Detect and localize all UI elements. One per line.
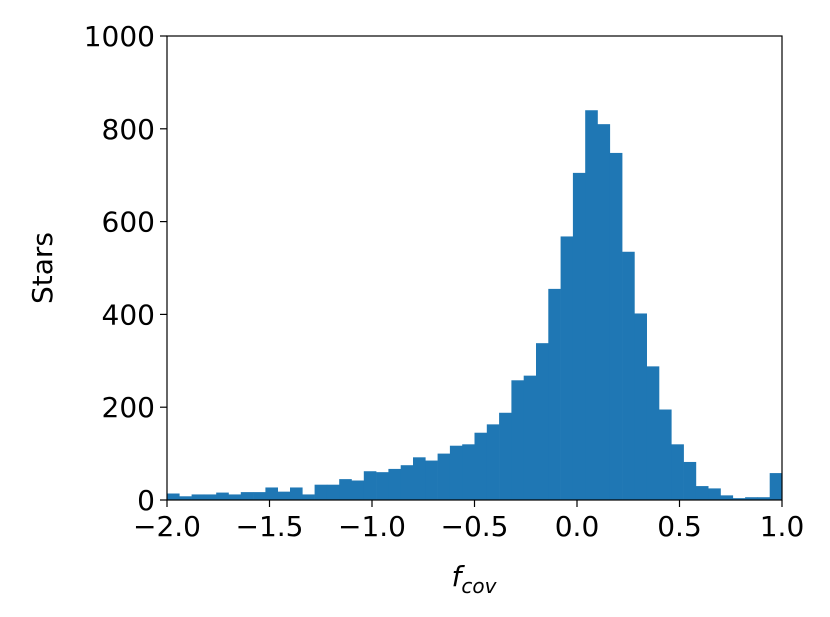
bar	[659, 409, 672, 500]
bar	[523, 375, 537, 500]
bar	[413, 457, 426, 500]
x-axis-label-sub: cov	[461, 574, 497, 598]
bar	[634, 313, 647, 500]
bar	[363, 471, 377, 500]
x-tick-label: −1.5	[236, 510, 304, 543]
bar	[167, 493, 180, 500]
bar	[326, 484, 340, 500]
bar	[683, 461, 697, 500]
bar	[203, 494, 217, 500]
bar	[511, 380, 524, 500]
bar	[474, 432, 488, 500]
bar	[646, 366, 660, 500]
bar	[609, 152, 623, 501]
bar	[351, 480, 365, 500]
bar	[720, 495, 734, 500]
bar	[708, 488, 721, 500]
x-tick-label: 0.5	[657, 510, 702, 543]
bar	[462, 444, 475, 500]
bar	[339, 479, 352, 500]
bar	[499, 412, 512, 500]
bar	[757, 497, 770, 500]
bar	[376, 472, 389, 500]
bar	[695, 486, 709, 500]
bar	[191, 494, 205, 500]
x-tick-label: 0.0	[555, 510, 600, 543]
bar	[240, 492, 254, 500]
y-tick-label: 600	[102, 206, 155, 239]
bar	[228, 494, 242, 500]
bar	[536, 343, 549, 500]
y-tick-label: 1000	[84, 20, 155, 53]
y-tick-label: 0	[137, 484, 155, 517]
bar	[572, 172, 586, 500]
bar	[437, 453, 451, 500]
bar	[314, 484, 328, 500]
bar	[560, 236, 574, 500]
x-tick-label: −1.0	[338, 510, 406, 543]
bar	[265, 487, 278, 500]
bar	[179, 496, 192, 500]
bar	[302, 494, 315, 500]
bar	[277, 491, 291, 500]
y-axis-label: Stars	[26, 232, 59, 304]
x-tick-label: −0.5	[441, 510, 509, 543]
bar	[671, 444, 684, 500]
y-tick-label: 400	[102, 298, 155, 331]
bar	[400, 465, 414, 500]
bar	[290, 487, 303, 500]
y-tick-label: 200	[102, 391, 155, 424]
plot-frame	[166, 35, 783, 501]
x-tick-label: 1.0	[760, 510, 805, 543]
bar	[388, 468, 401, 500]
bar	[585, 110, 598, 501]
bar	[216, 492, 229, 500]
bar	[597, 124, 611, 500]
x-tick-label: −2.0	[133, 510, 201, 543]
y-tick-label: 800	[102, 113, 155, 146]
bar	[486, 424, 500, 500]
bar	[425, 460, 438, 500]
bar	[622, 251, 635, 500]
bar	[732, 498, 746, 500]
x-axis-label: fcov	[452, 560, 498, 598]
bar	[769, 473, 783, 500]
bar	[548, 288, 561, 500]
bar	[449, 445, 463, 500]
bar	[745, 497, 758, 500]
bar	[253, 492, 266, 500]
